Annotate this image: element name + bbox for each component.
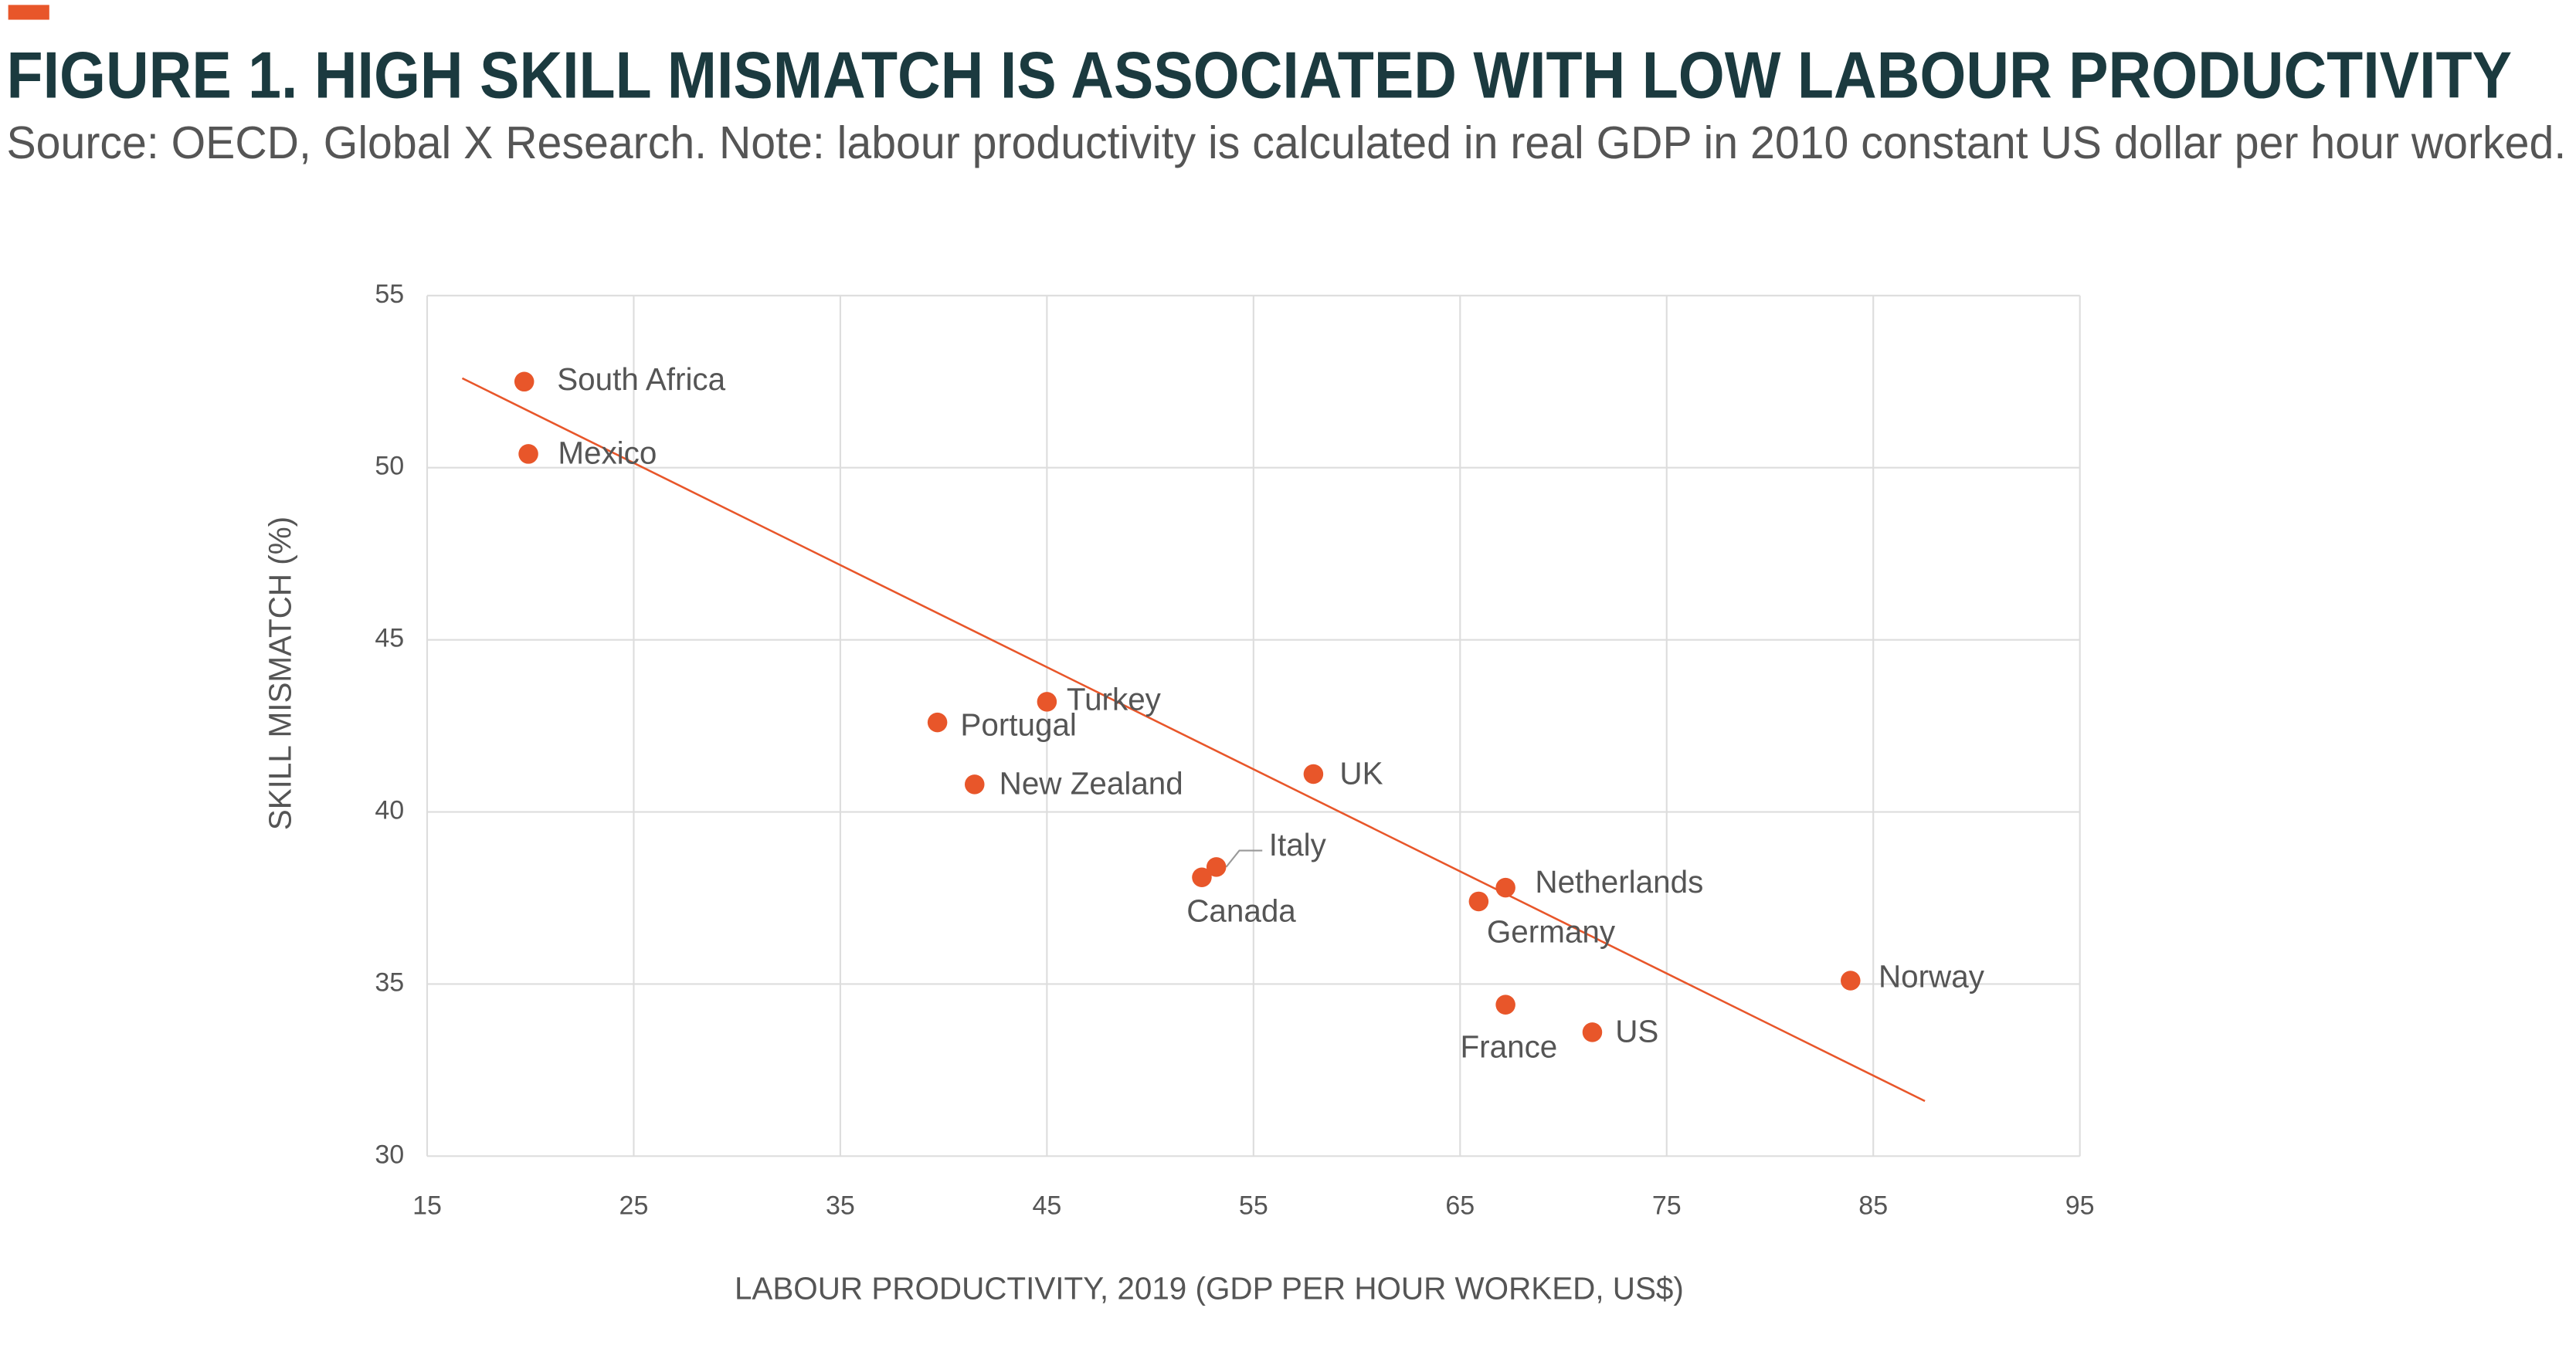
point [1192,867,1212,888]
point-label: New Zealand [1000,766,1183,801]
point [1582,1022,1603,1042]
point-label: South Africa [557,361,725,397]
point-label: Turkey [1067,682,1162,717]
point [1495,995,1515,1015]
point-label: Germany [1487,914,1616,950]
point [1495,877,1515,898]
x-tick-label: 55 [1239,1191,1268,1220]
point [1206,857,1227,877]
point-label: Portugal [960,707,1077,743]
point-label: Netherlands [1535,864,1703,900]
chart-subtitle: Source: OECD, Global X Research. Note: l… [7,117,2567,168]
point [518,444,538,464]
x-tick-label: 45 [1032,1191,1061,1220]
point [1468,891,1489,912]
point-label: Canada [1186,893,1296,929]
point-label: Italy [1269,827,1327,862]
chart-title: FIGURE 1. HIGH SKILL MISMATCH IS ASSOCIA… [7,39,2513,113]
y-tick-label: 50 [375,452,404,481]
x-tick-label: 85 [1858,1191,1888,1220]
y-tick-label: 55 [375,280,404,309]
point [927,712,948,733]
x-tick-label: 25 [619,1191,649,1220]
point [1303,764,1324,784]
point-label: France [1461,1028,1558,1064]
x-axis-label: LABOUR PRODUCTIVITY, 2019 (GDP PER HOUR … [735,1270,1684,1306]
trendline [461,377,1926,1103]
point [1841,971,1861,991]
leader-line [1225,849,1263,868]
accent-bar [8,5,49,20]
point [1037,692,1057,712]
y-tick-label: 45 [375,624,404,653]
x-tick-label: 95 [2065,1191,2095,1220]
x-tick-label: 65 [1445,1191,1475,1220]
y-tick-label: 35 [375,967,404,997]
point [514,371,535,392]
point [965,774,985,795]
x-tick-label: 35 [826,1191,855,1220]
point-label: Norway [1879,959,1985,995]
point-label: US [1615,1014,1658,1049]
x-tick-label: 15 [412,1191,442,1220]
y-tick-label: 30 [375,1140,404,1169]
point-label: Mexico [558,435,657,471]
point-label: UK [1339,755,1383,791]
y-tick-label: 40 [375,796,404,825]
x-tick-label: 75 [1652,1191,1682,1220]
y-axis-label: SKILL MISMATCH (%) [263,517,298,830]
